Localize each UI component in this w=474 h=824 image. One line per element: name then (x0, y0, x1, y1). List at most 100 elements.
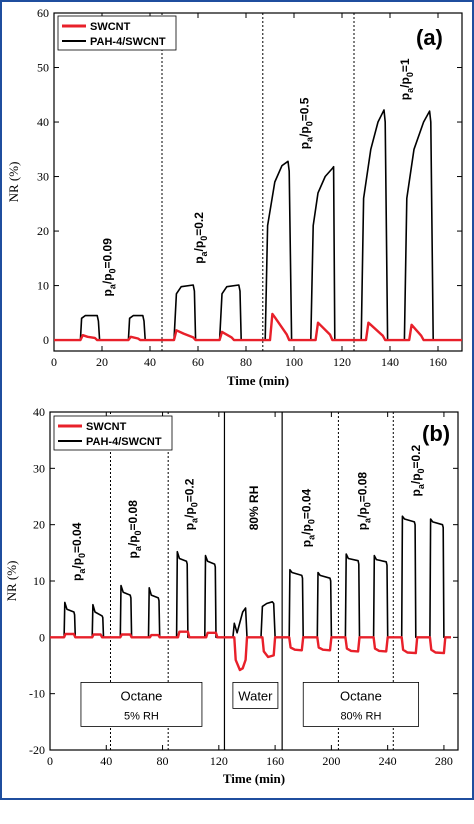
panel-b-annotation-text: 80% RH (247, 486, 261, 531)
panel-b-annotation-sub-a: a (190, 517, 200, 523)
panel-a-series-swcnt (54, 312, 462, 342)
panel-a-xtick-label: 20 (96, 355, 108, 369)
panel-a-label: (a) (416, 25, 443, 50)
panel-b-annotation-slash: /p (126, 535, 140, 546)
panel-b-legend: SWCNT PAH-4/SWCNT (53, 415, 173, 451)
panel-b-xtick-label: 200 (322, 754, 340, 768)
panel-b-ylabel: NR (%) (4, 561, 19, 602)
panel-b-annotation-sub-a: a (416, 483, 426, 489)
panel-b-annotation-slash: /p (183, 507, 197, 518)
panel-b-annotation-slash: /p (356, 507, 370, 518)
panel-b-series (50, 515, 451, 672)
panel-a-annotation-p: p (297, 142, 311, 149)
panel-a-ytick-label: 50 (37, 61, 49, 75)
panel-a-annotation-value: =0.2 (192, 212, 206, 236)
panel-b-annotation-slash: /p (409, 473, 423, 484)
svg-text:pa/p0=0.08: pa/p0=0.08 (126, 500, 143, 559)
panel-b-annotation-slash: /p (299, 524, 313, 535)
panel-b-label: (b) (422, 421, 450, 446)
panel-b-annotation-value: =0.08 (126, 500, 140, 531)
panel-b-boxes: Octane 5% RH Water Octane 80% RH (80, 682, 420, 727)
panel-a-pressure-annotation: pa/p0=0.5 (297, 97, 314, 149)
panel-b-annotation-p: p (70, 574, 84, 581)
panel-a-annotation-sub-0: 0 (405, 72, 415, 77)
panel-b-ytick-label: -20 (29, 743, 45, 757)
panel-b-pressure-annotation: 80% RH (247, 486, 261, 531)
panel-a-ytick-label: 40 (37, 115, 49, 129)
panel-a-annotations: pa/p0=0.09 pa/p0=0.2pa/p0=0.5pa/p0=1 (101, 58, 416, 296)
panel-a-xtick-label: 40 (144, 355, 156, 369)
panel-a-pressure-annotation: pa/p0=0.2 (192, 212, 209, 264)
panel-b-annotation-p: p (356, 523, 370, 530)
panel-b-xtick-label: 120 (210, 754, 228, 768)
panel-b-xtick-label: 280 (435, 754, 453, 768)
panel-b-annotation-value: =0.2 (183, 478, 197, 502)
panel-b-annotation-sub-0: 0 (190, 502, 200, 507)
svg-text:pa/p0=0.08: pa/p0=0.08 (356, 472, 373, 531)
svg-text:pa/p0=0.09: pa/p0=0.09 (101, 238, 118, 297)
legend-label-swcnt-b: SWCNT (86, 421, 127, 433)
panel-b-annotation-value: =0.08 (356, 472, 370, 503)
panel-a-annotation-sub-0: 0 (108, 268, 118, 273)
panel-b-condition-box (302, 682, 420, 727)
panel-a-annotation-slash: /p (297, 126, 311, 137)
panel-b-annotation-value: =0.04 (70, 522, 84, 553)
svg-text:pa/p0=0.2: pa/p0=0.2 (409, 444, 426, 496)
panel-b-annotation-sub-a: a (77, 568, 87, 574)
svg-text:pa/p0=1: pa/p0=1 (398, 58, 415, 100)
panel-a-pressure-annotation: pa/p0=1 (398, 58, 415, 100)
panel-b-ytick-label: 30 (33, 461, 45, 475)
panel-b-annotation-sub-0: 0 (363, 502, 373, 507)
panel-a-series (54, 109, 462, 342)
panel-b-pressure-annotation: pa/p0=0.08 (126, 500, 143, 559)
panel-a-pressure-annotation: pa/p0=0.09 (101, 238, 118, 297)
panel-a-annotation-value: =1 (398, 58, 412, 72)
panel-b-ytick-label: 40 (33, 405, 45, 419)
panel-b-condition-title: Octane (120, 688, 162, 703)
panel-b-ytick-label: 20 (33, 518, 45, 532)
panel-a-annotation-slash: /p (192, 241, 206, 252)
panel-b-ytick-label: 10 (33, 574, 45, 588)
panel-b-annotation-sub-a: a (363, 517, 373, 523)
panel-a-annotation-sub-a: a (405, 87, 415, 93)
panel-b-condition-title: Water (238, 688, 273, 703)
panel-b-xtick-label: 40 (100, 754, 112, 768)
svg-text:pa/p0=0.5: pa/p0=0.5 (297, 97, 314, 149)
panel-b-pressure-annotation: pa/p0=0.04 (299, 488, 316, 547)
panel-a-ytick-label: 30 (37, 170, 49, 184)
panel-b-annotation-sub-a: a (133, 545, 143, 551)
panel-b-annotation-sub-0: 0 (416, 468, 426, 473)
panel-b-xlabel: Time (min) (223, 771, 285, 786)
panel-b-xtick-label: 160 (266, 754, 284, 768)
panel-a-xtick-label: 120 (333, 355, 351, 369)
panel-a-annotation-slash: /p (398, 77, 412, 88)
panel-a-xtick-label: 80 (240, 355, 252, 369)
panel-b-annotation-sub-a: a (306, 534, 316, 540)
svg-text:pa/p0=0.2: pa/p0=0.2 (192, 212, 209, 264)
panel-a-xtick-label: 100 (285, 355, 303, 369)
panel-a-annotation-p: p (101, 289, 115, 296)
panel-a-annotation-value: =0.5 (297, 97, 311, 121)
panel-b-xtick-label: 80 (157, 754, 169, 768)
panel-b-ytick-label: 0 (39, 630, 45, 644)
legend-label-pah: PAH-4/SWCNT (90, 36, 166, 48)
panel-a-annotation-sub-a: a (108, 283, 118, 289)
panel-b-annotation-sub-0: 0 (133, 530, 143, 535)
panel-b-condition-title: Octane (340, 688, 382, 703)
legend-label-pah-b: PAH-4/SWCNT (86, 436, 162, 448)
panel-a-annotation-sub-a: a (304, 136, 314, 142)
panel-a-ytick-label: 10 (37, 279, 49, 293)
legend-label-swcnt: SWCNT (90, 21, 131, 33)
panel-a-xtick-label: 140 (381, 355, 399, 369)
svg-text:pa/p0=0.2: pa/p0=0.2 (183, 478, 200, 530)
panel-a-series-pah-4-swcnt (54, 109, 462, 341)
panel-b-annotation-p: p (299, 540, 313, 547)
panel-a-plot-area (53, 12, 463, 352)
panel-b-series-swcnt (50, 630, 451, 672)
panel-b-annotation-sub-0: 0 (306, 519, 316, 524)
panel-a-ytick-label: 0 (43, 333, 49, 347)
panel-b-condition-box (80, 682, 203, 727)
panel-a-legend: SWCNT PAH-4/SWCNT (57, 15, 177, 51)
